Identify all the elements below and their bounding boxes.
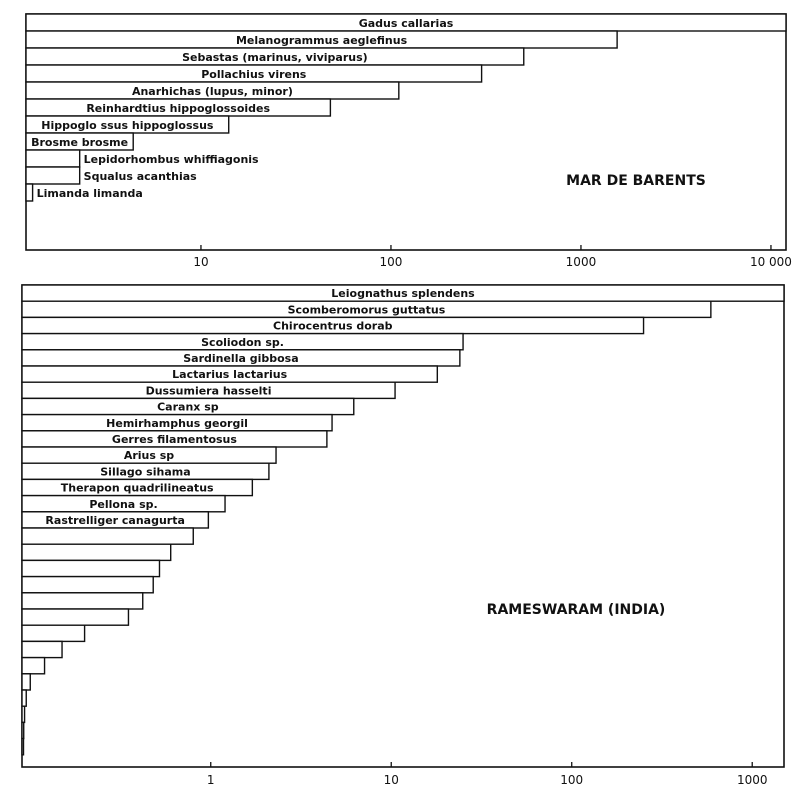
barents-bar: [25, 149, 81, 168]
barents-bar-label: Lepidorhombus whiffiagonis: [84, 153, 259, 166]
rameswaram-bar-label: Sardinella gibbosa: [183, 352, 298, 365]
barents-ticks: 10 100 1000 10 000: [193, 245, 792, 269]
rameswaram-bar: [21, 624, 86, 643]
barents-region-label: MAR DE BARENTS: [566, 173, 706, 189]
rameswaram-bars: Leiognathus splendens Scomberomorus gutta…: [21, 284, 785, 756]
barents-bar-label: Brosme brosme: [31, 136, 128, 149]
rameswaram-bar-label: Leiognathus splendens: [331, 287, 475, 300]
rameswaram-panel: RAMESWARAM (INDIA) Leiognathus splendens…: [21, 284, 785, 787]
rameswaram-bar: [21, 543, 172, 562]
barents-panel: MAR DE BARENTS Gadus callarias Melanogram…: [25, 13, 792, 269]
rameswaram-bar: [21, 640, 63, 659]
rameswaram-bar: [21, 656, 46, 675]
barents-bar-label: Hippoglo ssus hippoglossus: [41, 119, 214, 132]
rameswaram-bar-label: Arius sp: [124, 449, 174, 462]
barents-bars: Gadus callarias Melanogrammus aeglefinus S…: [25, 13, 787, 202]
barents-bar-label: Reinhardtius hippoglossoides: [86, 102, 270, 115]
barents-bar-label: Pollachius virens: [201, 68, 307, 81]
rameswaram-bar-label: Rastrelliger canagurta: [45, 514, 185, 527]
barents-tick-label: 10: [193, 255, 208, 269]
rameswaram-bar-label: Therapon quadrilineatus: [61, 482, 214, 495]
rameswaram-bar: [21, 608, 130, 626]
barents-tick-label: 1000: [566, 255, 597, 269]
rameswaram-tick-label: 1: [207, 773, 215, 787]
rameswaram-bar: [21, 705, 26, 724]
barents-bar-label: Anarhichas (lupus, minor): [132, 85, 293, 98]
barents-bar-label: Squalus acanthias: [84, 170, 198, 183]
rameswaram-bar-label: Gerres filamentosus: [112, 433, 237, 446]
rameswaram-bar-label: Pellona sp.: [89, 498, 157, 511]
rameswaram-bar: [21, 559, 161, 578]
rameswaram-bar-label: Chirocentrus dorab: [273, 320, 393, 333]
barents-bar-label: Limanda limanda: [37, 187, 143, 200]
rameswaram-bar-label: Lactarius lactarius: [172, 368, 287, 381]
rameswaram-bar-label: Dussumiera hasselti: [146, 384, 272, 397]
rameswaram-bar-label: Hemirhamphus georgil: [106, 417, 248, 430]
rameswaram-ticks: 1 10 100 1000: [207, 762, 768, 787]
rameswaram-region-label: RAMESWARAM (INDIA): [487, 602, 666, 618]
barents-bar: [25, 183, 34, 202]
rameswaram-bar: [21, 721, 25, 740]
rameswaram-tick-label: 10: [384, 773, 399, 787]
rameswaram-bar-label: Sillago sihama: [100, 465, 190, 478]
rameswaram-bar: [21, 592, 144, 610]
barents-tick-label: 100: [380, 255, 403, 269]
rameswaram-bar: [21, 575, 154, 594]
rameswaram-tick-label: 100: [560, 773, 583, 787]
barents-bar: [25, 166, 81, 185]
rameswaram-bar: [21, 737, 25, 756]
rameswaram-bar-label: Scomberomorus guttatus: [288, 303, 446, 316]
rameswaram-bar-label: Scoliodon sp.: [201, 336, 284, 349]
rameswaram-tick-label: 1000: [737, 773, 768, 787]
rameswaram-bar: [21, 689, 27, 707]
rameswaram-bar-label: Caranx sp: [157, 401, 219, 414]
barents-bar-label: Gadus callarias: [359, 17, 454, 30]
barents-bar-label: Melanogrammus aeglefinus: [236, 34, 408, 47]
rameswaram-bar: [21, 673, 31, 691]
rameswaram-bar: [21, 527, 194, 545]
barents-tick-label: 10 000: [750, 255, 792, 269]
barents-bar-label: Sebastas (marinus, viviparus): [182, 51, 368, 64]
